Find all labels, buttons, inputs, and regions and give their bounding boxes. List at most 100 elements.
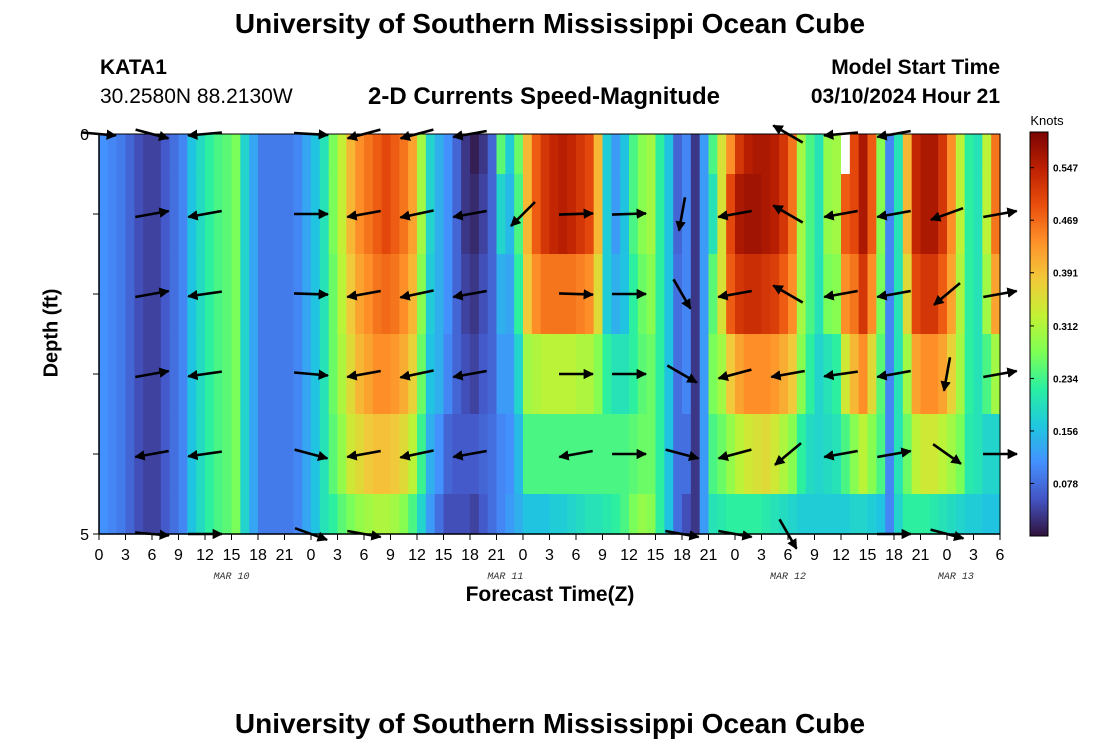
heatmap-cell — [911, 414, 922, 495]
heatmap-cell — [938, 134, 948, 175]
heatmap-cell — [390, 174, 400, 255]
x-tick-label: 3 — [757, 547, 766, 564]
current-vector-arrow — [399, 209, 434, 221]
colorbar-tick-label: 0.391 — [1053, 269, 1078, 280]
heatmap-cell — [187, 134, 197, 175]
x-tick-label: 3 — [121, 547, 130, 564]
heatmap-cell — [425, 334, 436, 415]
heatmap-cell — [258, 134, 268, 175]
heatmap-cell — [346, 174, 356, 255]
heatmap-cell — [567, 134, 577, 175]
heatmap-cell — [523, 174, 533, 255]
x-tick-label: 12 — [196, 547, 214, 564]
heatmap-cell — [549, 174, 559, 255]
current-vector-arrow — [665, 448, 700, 461]
heatmap-cell — [240, 254, 250, 335]
heatmap-cell — [964, 174, 975, 255]
heatmap-cell — [408, 134, 418, 175]
heatmap-cell — [814, 494, 824, 535]
heatmap-cell — [319, 494, 330, 535]
heatmap-cell — [947, 334, 957, 415]
date-label: MAR 11 — [487, 572, 523, 583]
heatmap-cell — [443, 254, 453, 335]
current-vector-arrow — [772, 284, 804, 304]
heatmap-cell — [258, 494, 268, 535]
heatmap-cell — [717, 414, 727, 495]
heatmap-cell — [690, 414, 701, 495]
heatmap-cell — [505, 174, 515, 255]
current-vector-arrow — [452, 289, 487, 301]
current-vector-arrow — [933, 282, 961, 306]
heatmap-cell — [372, 254, 383, 335]
heatmap-cell — [434, 254, 445, 335]
heatmap-cell — [973, 414, 983, 495]
current-vector-arrow — [293, 289, 330, 300]
x-tick-label: 18 — [461, 547, 479, 564]
heatmap-cell — [99, 414, 109, 495]
x-tick-label: 15 — [859, 547, 877, 564]
heatmap-cell — [328, 334, 339, 415]
heatmap-cell — [293, 334, 303, 415]
heatmap-cell — [443, 414, 453, 495]
x-axis-label: Forecast Time(Z) — [465, 583, 635, 606]
heatmap-cell — [955, 174, 966, 255]
x-tick-label: 0 — [95, 547, 104, 564]
heatmap-cell — [964, 254, 975, 335]
heatmap-cell — [293, 134, 303, 175]
heatmap-cell — [699, 334, 710, 415]
heatmap-cell — [531, 134, 542, 175]
heatmap-cell — [964, 494, 975, 535]
heatmap-cell — [938, 414, 948, 495]
heatmap-cell — [275, 254, 286, 335]
heatmap-cell — [849, 134, 860, 175]
heatmap-cell — [593, 414, 604, 495]
heatmap-cell — [646, 414, 657, 495]
heatmap-cell — [514, 254, 524, 335]
heatmap-cell — [346, 414, 356, 495]
heatmap-cell — [938, 334, 948, 415]
heatmap-cell — [240, 134, 250, 175]
heatmap-cell — [902, 414, 913, 495]
heatmap-cell — [134, 494, 144, 535]
heatmap-cell — [478, 174, 489, 255]
heatmap-cell — [796, 174, 807, 255]
heatmap-cell — [955, 494, 966, 535]
heatmap-cell — [699, 134, 710, 175]
current-vector-arrow — [666, 364, 698, 384]
heatmap-cell — [258, 174, 268, 255]
heatmap-cell — [275, 334, 286, 415]
heatmap-cell — [982, 254, 992, 335]
heatmap-cell — [425, 254, 436, 335]
heatmap-cell — [849, 174, 860, 255]
heatmap-cell — [752, 414, 763, 495]
heatmap-cell — [867, 174, 877, 255]
heatmap-cell — [231, 414, 241, 495]
heatmap-cell — [152, 494, 162, 535]
heatmap-cell — [143, 494, 153, 535]
heatmap-cell — [770, 414, 780, 495]
heatmap-cell — [823, 174, 833, 255]
heatmap-cell — [796, 414, 807, 495]
colorbar-tick-label: 0.547 — [1053, 164, 1078, 175]
heatmap-cell — [735, 134, 745, 175]
heatmap-cell — [531, 334, 542, 415]
heatmap-cell — [593, 334, 604, 415]
heatmap-cell — [443, 134, 453, 175]
heatmap-cell — [478, 254, 489, 335]
heatmap-cell — [213, 254, 224, 335]
heatmap-cell — [452, 494, 462, 535]
current-vector-arrow — [135, 207, 170, 219]
x-tick-label: 15 — [435, 547, 453, 564]
current-vector-arrow — [135, 367, 170, 379]
heatmap-cell — [178, 414, 188, 495]
y-tick-label: 5 — [80, 527, 89, 544]
heatmap-cell — [461, 494, 471, 535]
heatmap-cell — [611, 134, 621, 175]
heatmap-cell — [982, 334, 992, 415]
heatmap-cell — [805, 254, 816, 335]
heatmap-cell — [116, 134, 127, 175]
heatmap-cell — [425, 134, 436, 175]
heatmap-cell — [302, 494, 312, 535]
heatmap-cell — [620, 134, 630, 175]
heatmap-cell — [708, 174, 718, 255]
